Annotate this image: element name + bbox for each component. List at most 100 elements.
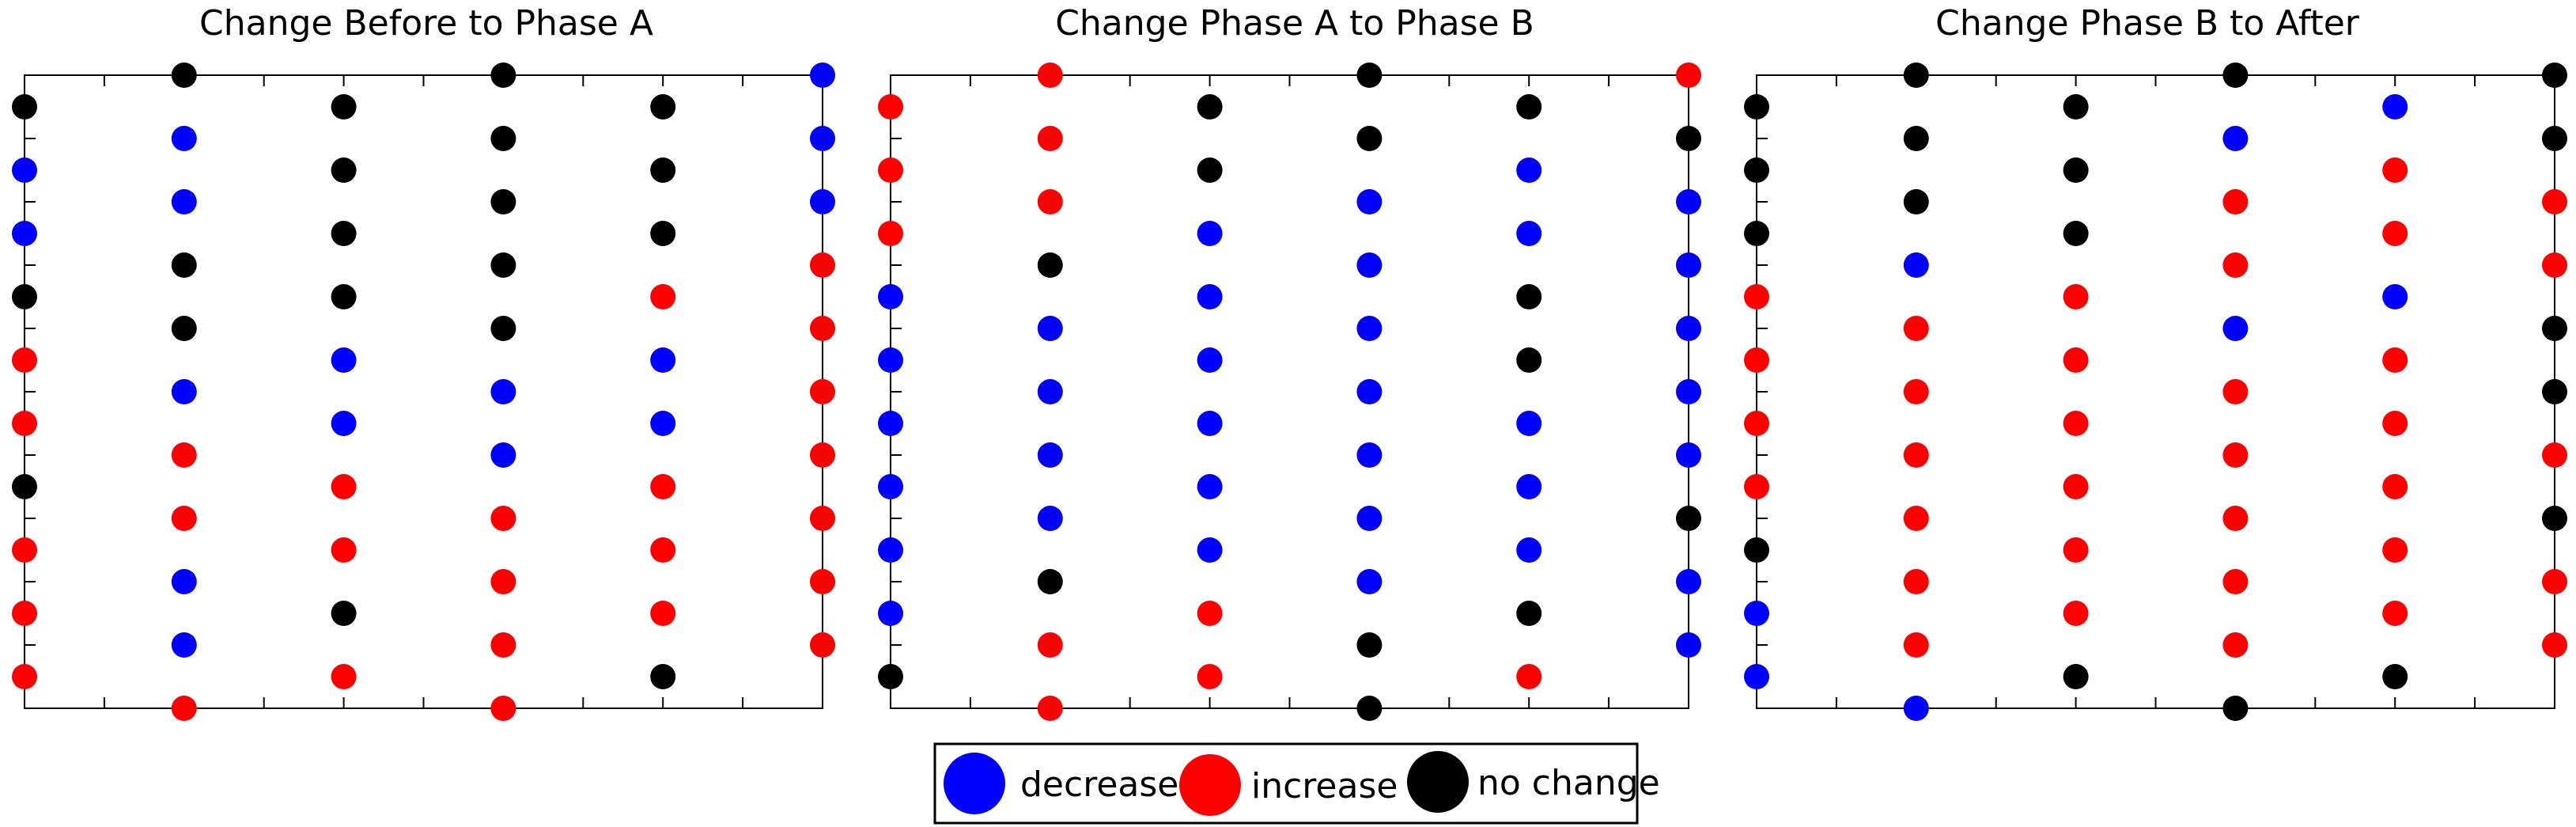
data-point-no-change [12,474,37,499]
data-point-increase [2542,252,2567,278]
data-point-increase [810,442,835,468]
data-point-increase [878,221,903,246]
data-point-decrease [878,411,903,436]
data-point-decrease [171,189,197,214]
data-point-no-change [2382,664,2408,689]
data-point-increase [331,474,357,499]
data-point-no-change [2063,221,2089,246]
data-point-decrease [1516,474,1542,499]
data-point-increase [1903,569,1929,594]
data-point-decrease [1516,537,1542,563]
data-point-decrease [2222,126,2249,151]
data-point-increase [2382,157,2408,183]
data-point-increase [2382,537,2408,563]
data-point-increase [171,696,197,721]
data-point-decrease [171,379,197,404]
data-point-decrease [1516,411,1542,436]
data-point-decrease [1197,284,1223,309]
data-point-no-change [171,316,197,341]
data-point-decrease [1356,316,1383,341]
data-point-decrease [12,157,37,183]
data-point-no-change [490,63,516,88]
data-point-decrease [1516,221,1542,246]
data-point-increase [2063,474,2089,499]
data-point-decrease [1356,379,1383,404]
data-point-decrease [1197,347,1223,373]
panel-title: Change Before to Phase A [199,3,653,44]
data-point-decrease [12,221,37,246]
data-point-increase [1676,63,1701,88]
data-point-increase [2063,284,2089,309]
data-point-increase [2063,601,2089,626]
data-point-decrease [1356,506,1383,531]
data-point-decrease [1676,252,1701,278]
data-point-decrease [331,411,357,436]
data-point-increase [331,537,357,563]
data-point-increase [2222,506,2249,531]
data-point-no-change [171,252,197,278]
data-point-no-change [2063,664,2089,689]
data-point-no-change [1356,126,1383,151]
data-point-decrease [490,442,516,468]
data-point-decrease [878,284,903,309]
data-point-no-change [2542,63,2567,88]
data-point-no-change [1037,569,1063,594]
data-point-no-change [490,126,516,151]
data-point-increase [1903,379,1929,404]
panel-before-to-phase-a: Change Before to Phase A [12,3,835,721]
data-point-decrease [650,347,676,373]
data-point-increase [1744,474,1769,499]
data-point-decrease [810,126,835,151]
data-point-increase [2382,411,2408,436]
data-point-decrease [1676,379,1701,404]
data-point-increase [2222,189,2249,214]
data-point-no-change [650,664,676,689]
data-point-increase [650,284,676,309]
panel-phase-b-to-after: Change Phase B to After [1744,3,2567,721]
data-point-decrease [1037,442,1063,468]
axis-frame [1756,74,2555,709]
data-point-no-change [650,94,676,119]
data-point-decrease [1356,189,1383,214]
data-point-no-change [1516,94,1542,119]
legend-marker-decrease [944,753,1005,814]
data-point-no-change [1744,94,1769,119]
data-point-no-change [490,189,516,214]
data-point-increase [650,474,676,499]
data-point-increase [1037,63,1063,88]
data-point-no-change [1903,189,1929,214]
data-point-increase [810,379,835,404]
data-point-decrease [878,601,903,626]
data-point-increase [2222,569,2249,594]
data-point-decrease [1356,442,1383,468]
data-point-increase [2222,442,2249,468]
data-point-decrease [1356,252,1383,278]
data-point-increase [1037,189,1063,214]
data-point-no-change [331,157,357,183]
data-point-increase [1037,696,1063,721]
panel-title: Change Phase A to Phase B [1055,3,1534,44]
data-point-no-change [1744,157,1769,183]
legend: decrease increase no change [933,742,1660,825]
data-point-increase [650,601,676,626]
data-point-increase [1037,632,1063,658]
data-point-increase [1903,632,1929,658]
data-point-no-change [2222,696,2249,721]
data-point-increase [2222,252,2249,278]
data-point-decrease [1037,379,1063,404]
data-point-no-change [1903,126,1929,151]
data-point-increase [650,537,676,563]
data-point-no-change [1676,126,1701,151]
data-point-increase [2382,601,2408,626]
panel-phase-a-to-phase-b: Change Phase A to Phase B [878,3,1701,721]
data-point-increase [1197,601,1223,626]
data-point-no-change [331,221,357,246]
data-point-no-change [12,94,37,119]
data-point-no-change [2542,316,2567,341]
data-point-increase [490,632,516,658]
data-point-increase [2542,442,2567,468]
data-point-decrease [490,379,516,404]
data-point-no-change [1356,63,1383,88]
data-point-decrease [1197,474,1223,499]
data-point-increase [1744,411,1769,436]
